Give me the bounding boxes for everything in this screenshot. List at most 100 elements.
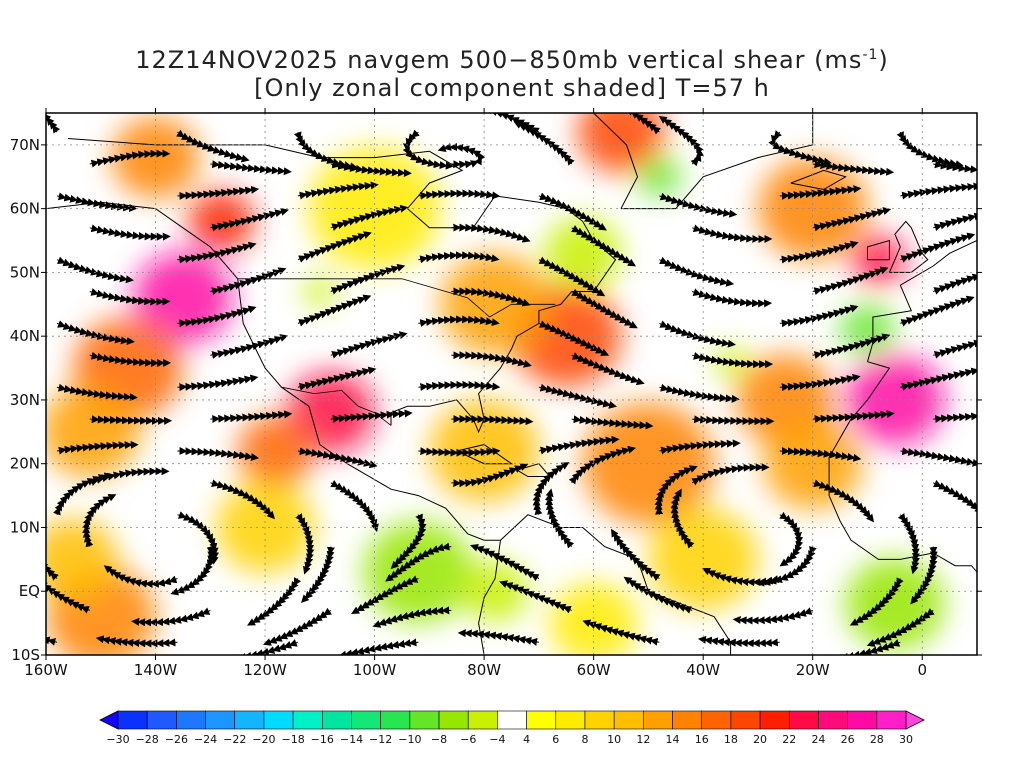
streamline	[812, 160, 895, 176]
map-title-line-1: 12Z14NOV2025 navgem 500−850mb vertical s…	[0, 46, 1024, 74]
streamline	[451, 414, 534, 426]
streamline	[89, 149, 171, 168]
streamline	[457, 629, 539, 646]
streamline	[697, 635, 780, 648]
x-tick-label: 60W	[577, 661, 611, 679]
streamline	[418, 251, 500, 264]
streamline	[538, 256, 606, 297]
streamline	[692, 288, 773, 308]
streamline	[900, 447, 977, 467]
streamline	[659, 383, 740, 403]
streamline	[247, 577, 302, 626]
streamline	[756, 546, 817, 587]
streamline	[933, 265, 977, 295]
streamline	[568, 445, 636, 485]
y-tick-label: 10N	[10, 518, 40, 536]
y-tick-label: 10S	[11, 646, 40, 664]
streamline	[89, 351, 172, 368]
streamline	[210, 479, 276, 520]
streamline	[451, 223, 531, 243]
streamline	[210, 207, 289, 232]
streamline	[330, 204, 409, 231]
streamline	[571, 415, 654, 430]
streamline	[932, 479, 977, 525]
streamline	[177, 185, 260, 200]
shear-blob	[637, 156, 682, 198]
streamline	[499, 580, 572, 614]
shear-blob	[237, 415, 315, 487]
streamline	[538, 435, 620, 455]
streamline	[623, 576, 693, 614]
streamline	[418, 447, 501, 457]
streamline	[301, 546, 335, 603]
streamline	[611, 528, 661, 582]
streamline	[210, 160, 292, 176]
streamline	[933, 207, 977, 232]
streamline	[812, 333, 891, 359]
streamline	[900, 295, 975, 327]
streamline	[451, 287, 531, 307]
streamline	[692, 351, 774, 369]
streamline	[390, 513, 427, 570]
streamline	[210, 410, 293, 423]
shear-blob	[845, 558, 945, 650]
streamline	[176, 129, 250, 163]
streamline	[897, 513, 920, 575]
shear-blob	[544, 217, 622, 289]
streamline	[732, 607, 813, 625]
streamline	[177, 241, 257, 264]
x-tick-label: 100W	[353, 661, 397, 679]
x-tick-label: 160W	[24, 661, 68, 679]
streamline	[89, 224, 171, 241]
streamline	[56, 320, 135, 346]
streamline	[654, 465, 698, 515]
shear-blob	[363, 521, 474, 624]
x-tick-label: 20W	[796, 661, 830, 679]
streamline	[46, 523, 59, 581]
streamline	[89, 467, 170, 486]
streamline	[582, 619, 660, 646]
streamline	[896, 131, 964, 169]
streamline	[900, 367, 977, 391]
x-tick-label: 120W	[243, 661, 287, 679]
streamline	[297, 181, 379, 200]
streamline	[330, 479, 379, 533]
streamline	[768, 130, 832, 166]
shear-blob	[714, 346, 747, 377]
y-tick-label: 20N	[10, 455, 40, 473]
y-tick-label: 70N	[10, 136, 40, 154]
streamline	[779, 373, 861, 392]
y-tick-label: 40N	[10, 327, 40, 345]
streamline	[812, 207, 892, 232]
streamline	[812, 479, 875, 523]
streamline	[46, 570, 90, 614]
streamline	[46, 113, 61, 134]
streamline	[451, 351, 532, 368]
streamline	[779, 447, 862, 462]
streamline	[900, 232, 976, 263]
y-tick-label: 60N	[10, 200, 40, 218]
streamline	[56, 440, 139, 455]
streamline	[297, 366, 377, 391]
streamline	[177, 446, 260, 462]
streamline	[338, 638, 419, 655]
streamline	[177, 374, 259, 392]
streamline	[910, 546, 938, 605]
streamline	[571, 352, 645, 386]
streamline	[297, 294, 372, 327]
streamline	[779, 185, 862, 200]
streamlines	[46, 113, 977, 655]
streamline	[89, 288, 171, 306]
streamline	[470, 543, 540, 582]
streamline	[418, 315, 500, 327]
streamline	[330, 409, 413, 423]
x-tick-label: 40W	[686, 661, 720, 679]
streamline	[900, 182, 977, 200]
streamline	[571, 288, 638, 329]
streamline	[210, 334, 289, 359]
streamline	[538, 383, 618, 409]
streamline	[263, 607, 332, 646]
streamline	[210, 267, 287, 296]
streamline	[330, 331, 408, 359]
